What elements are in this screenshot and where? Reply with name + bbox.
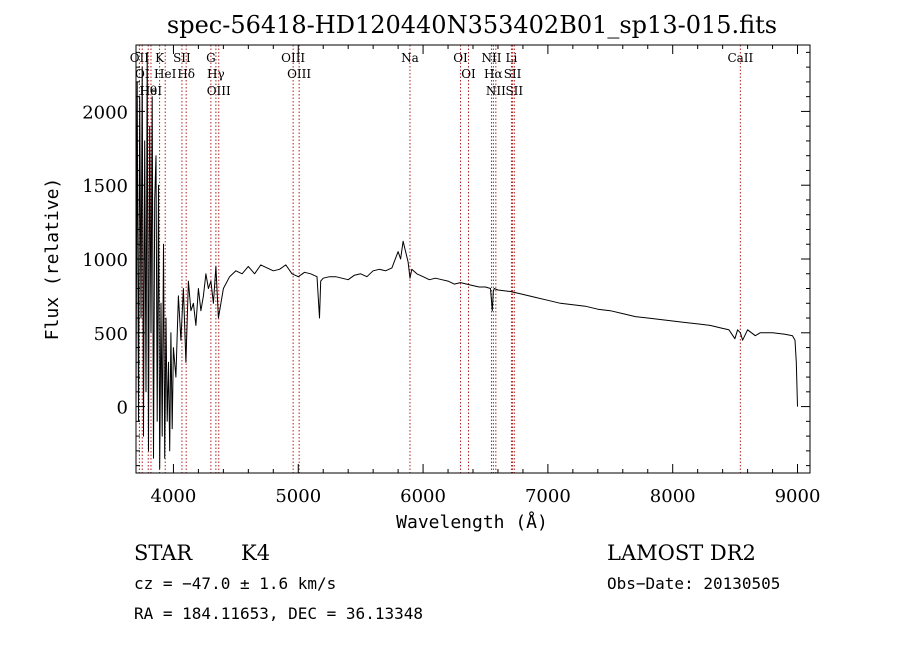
line-label-9: Hγ <box>207 67 225 81</box>
y-tick-label-3: 1500 <box>82 176 128 197</box>
y-tick-label-1: 500 <box>94 324 128 345</box>
line-label-4: K <box>155 51 165 65</box>
survey-name: LAMOST DR2 <box>607 541 756 565</box>
line-label-5: HeI <box>154 67 177 81</box>
line-label-8: G <box>206 51 216 65</box>
observation-date: Obs−Date: 20130505 <box>607 574 780 593</box>
coordinates: RA = 184.11653, DEC = 36.13348 <box>134 604 423 623</box>
line-label-14: OI <box>453 51 468 65</box>
x-axis-label: Wavelength (Å) <box>396 511 548 533</box>
line-label-21: SII <box>505 84 523 98</box>
line-label-0: OII <box>130 51 150 65</box>
line-label-12: OIII <box>287 67 311 81</box>
line-label-20: SII <box>504 67 522 81</box>
line-label-2: Hθ <box>139 84 157 98</box>
object-type: STAR <box>134 541 193 565</box>
line-label-10: OIII <box>207 84 231 98</box>
line-label-18: NII <box>486 84 506 98</box>
x-tick-label-5: 9000 <box>775 486 821 507</box>
line-label-3: HeI <box>140 84 163 98</box>
x-tick-label-4: 8000 <box>650 486 696 507</box>
line-label-22: CaII <box>727 51 753 65</box>
y-tick-label-0: 0 <box>117 398 128 419</box>
x-tick-label-3: 7000 <box>525 486 571 507</box>
y-tick-label-4: 2000 <box>82 102 128 123</box>
spectrum-series <box>135 51 798 470</box>
line-label-7: Hδ <box>177 67 195 81</box>
line-label-13: Na <box>401 51 419 65</box>
line-label-16: NII <box>481 51 501 65</box>
x-tick-label-1: 5000 <box>275 486 321 507</box>
x-tick-label-0: 4000 <box>151 486 197 507</box>
line-label-6: SII <box>173 51 191 65</box>
x-tick-label-2: 6000 <box>400 486 446 507</box>
line-label-15: OI <box>461 67 476 81</box>
line-label-17: Hα <box>484 67 503 81</box>
line-label-11: OIII <box>281 51 305 65</box>
chart-title: spec-56418-HD120440N353402B01_sp13-015.f… <box>167 11 777 39</box>
y-tick-label-2: 1000 <box>82 250 128 271</box>
redshift-velocity: cz = −47.0 ± 1.6 km/s <box>134 574 336 593</box>
spectral-subclass: K4 <box>241 541 270 565</box>
line-label-19: Li <box>506 51 518 65</box>
plot-frame <box>135 44 811 474</box>
y-axis-label: Flux (relative) <box>42 178 63 341</box>
spectrum-line <box>135 51 798 470</box>
axis-ticks: 4000 5000 6000 7000 8000 9000 0 500 1000 1500 2000 <box>82 45 820 507</box>
spectral-line-markers <box>138 45 741 473</box>
